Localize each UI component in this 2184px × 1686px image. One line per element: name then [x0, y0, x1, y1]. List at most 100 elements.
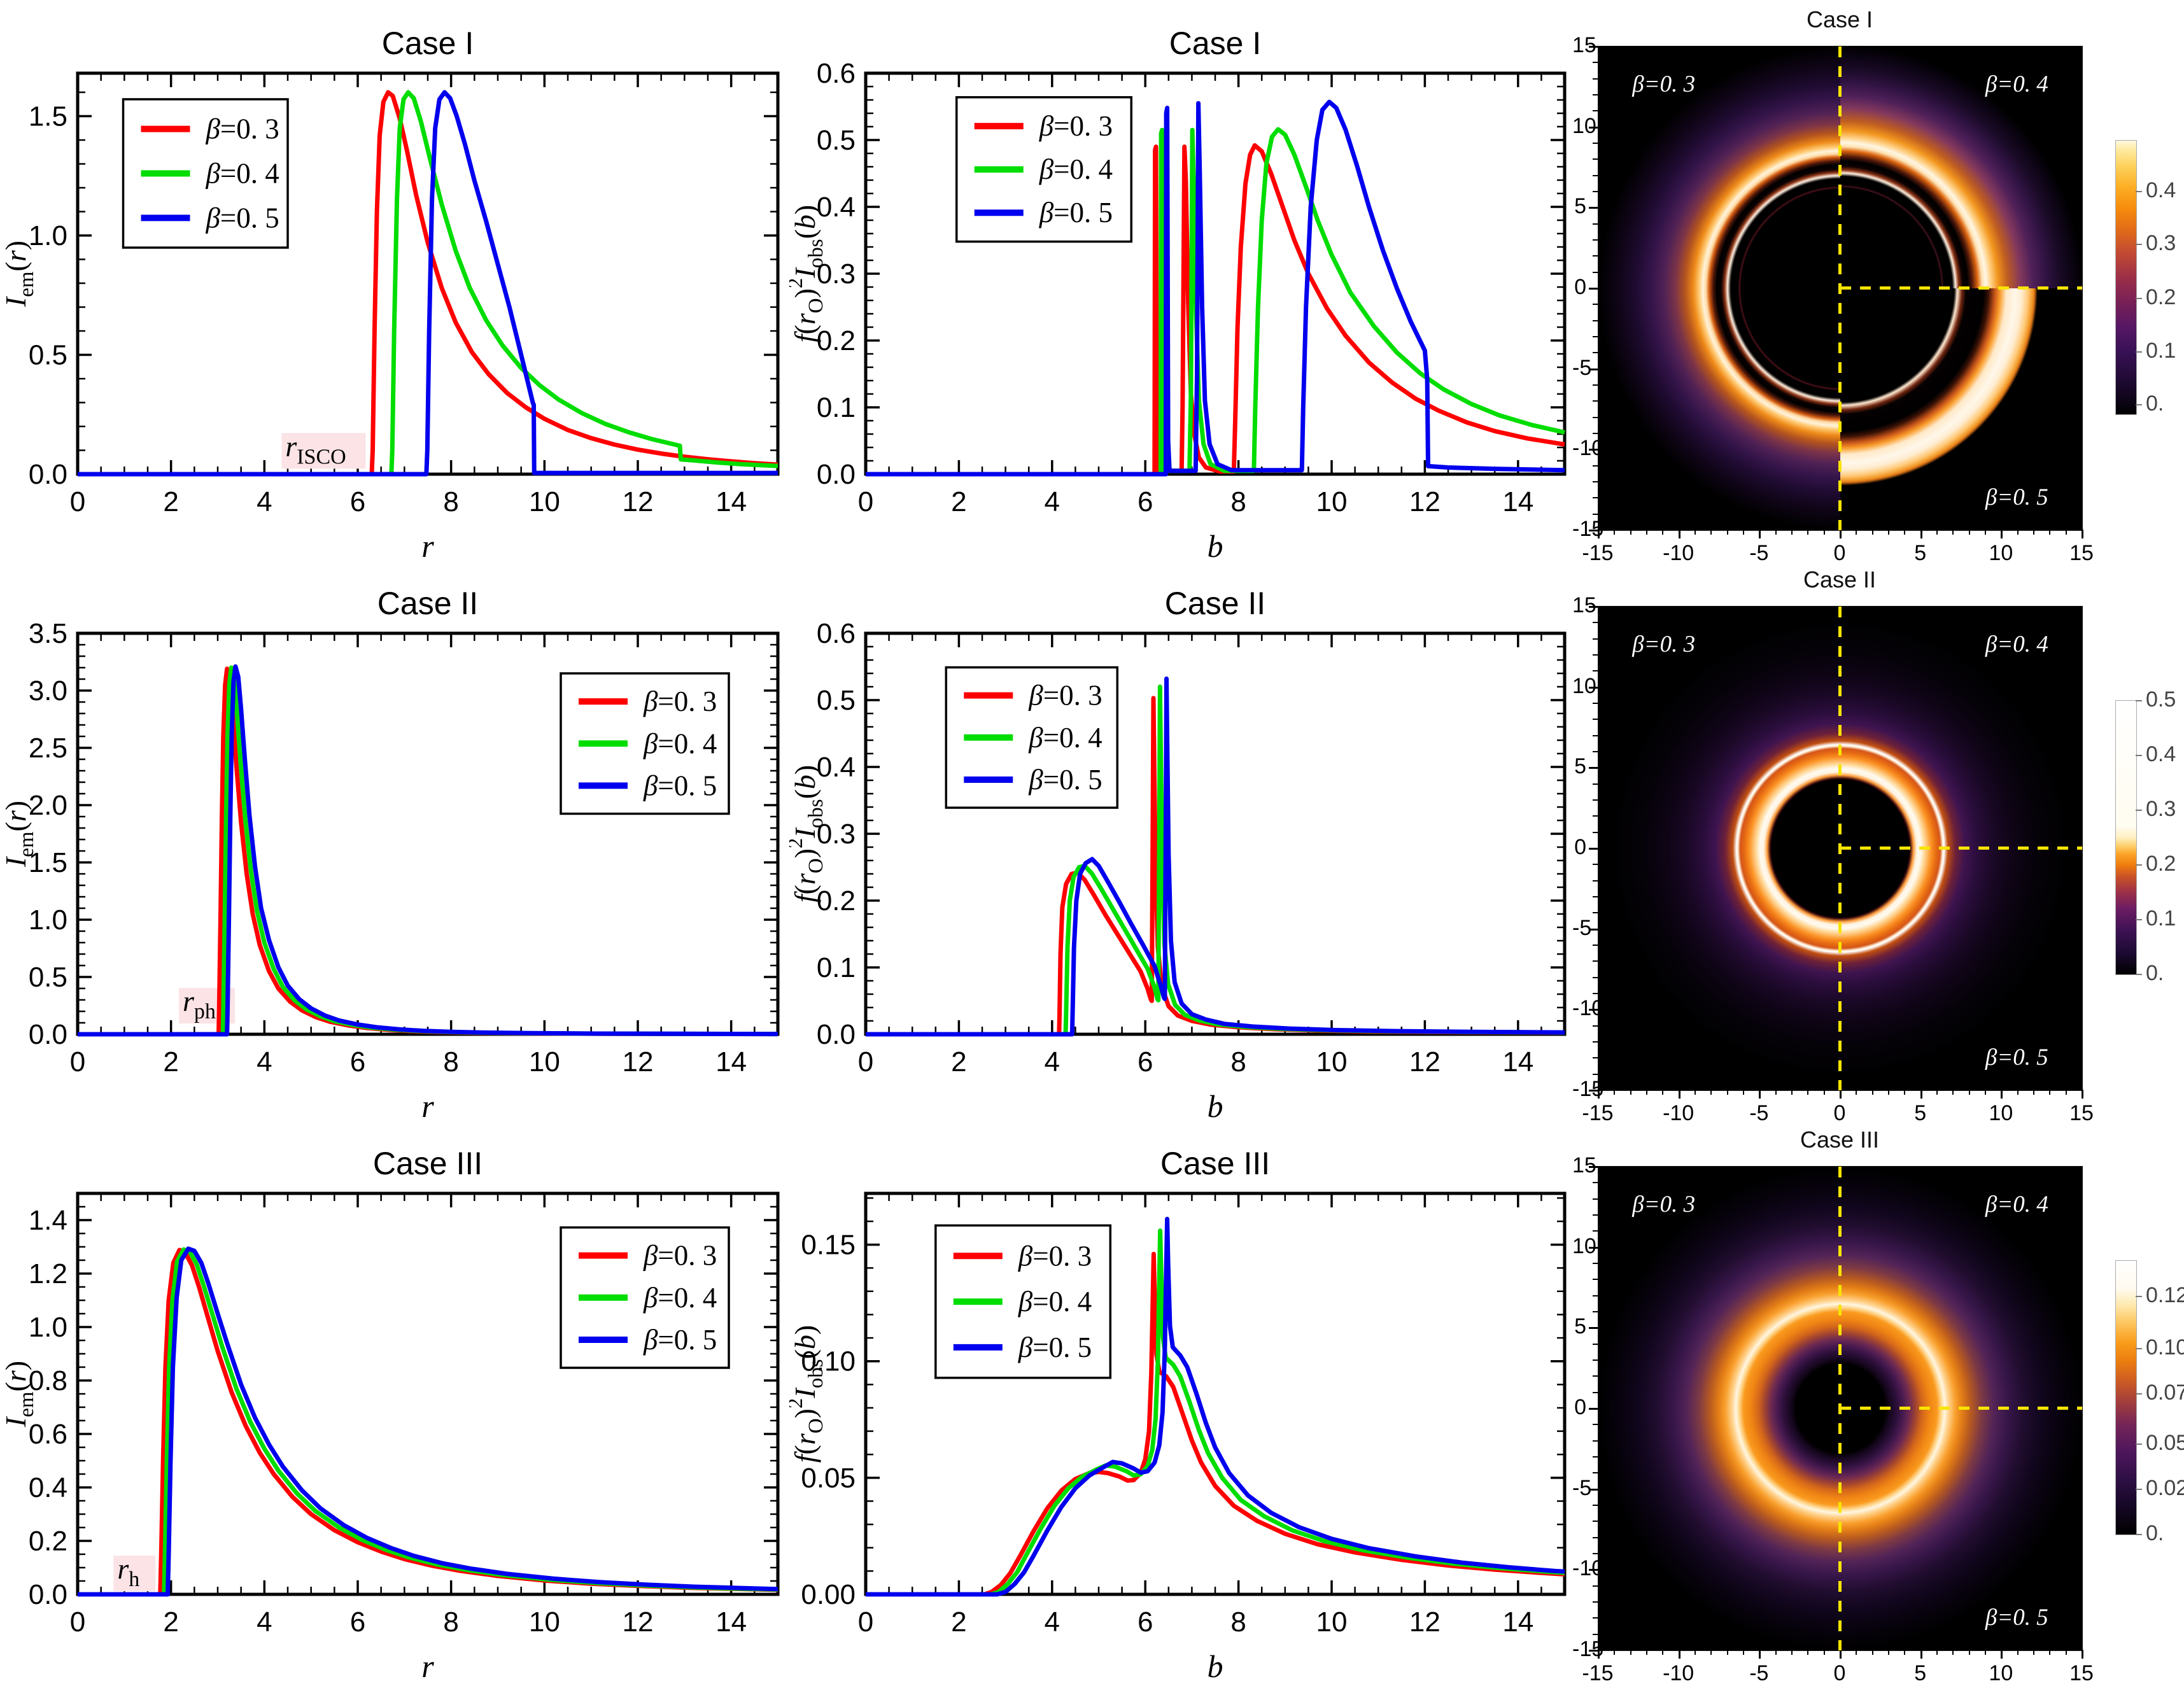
shadow-y-tick-label: -15: [1572, 1637, 1604, 1661]
shadow-x-tick: [1920, 1650, 1922, 1659]
shadow-x-tick: [1775, 530, 1777, 535]
shadow-x-tick: [1985, 1650, 1986, 1655]
legend-label: β=0. 3: [1028, 680, 1102, 712]
annotation-bg: [113, 1556, 156, 1592]
y-tick-label: 0.0: [29, 1579, 67, 1610]
colorbar-case1: [2115, 140, 2137, 415]
shadow-x-tick: [1598, 1650, 1600, 1659]
x-tick-label: 6: [1138, 1606, 1153, 1638]
observed-intensity-plot-case1: 0 2 4 6 8 10 12 14 0.0 0.1 0.2 0.3 0.4 0.5 0.6 Case I b f…: [789, 25, 1567, 560]
beta03-label: β=0. 3: [1632, 1191, 1696, 1218]
shadow-x-tick: [1791, 1650, 1793, 1655]
observed-intensity-plot-case3: 0 2 4 6 8 10 12 14 0.00 0.05 0.10 0.15 Case III b f(rO…: [789, 1146, 1567, 1680]
x-tick-label: 6: [350, 486, 365, 517]
shadow-x-tick-label: 5: [1914, 541, 1927, 565]
shadow-x-tick-label: 5: [1914, 1101, 1927, 1125]
shadow-x-tick: [1710, 1650, 1712, 1655]
shadow-x-tick: [1775, 1090, 1777, 1095]
shadow-x-tick: [1936, 530, 1938, 535]
shadow-x-tick-label: -5: [1749, 1661, 1769, 1685]
series-beta05: [866, 676, 1565, 1037]
shadow-x-tick: [1710, 1090, 1712, 1095]
shadow-x-tick: [1630, 530, 1631, 535]
colorbar-tick-label: 0.2: [2146, 285, 2176, 309]
shadow-x-tick: [1710, 530, 1712, 535]
x-tick-label: 14: [1502, 486, 1533, 517]
x-tick-label: 2: [163, 486, 178, 517]
series-beta03: [78, 90, 778, 477]
shadow-y-tick: [1593, 384, 1598, 386]
legend-label: β=0. 5: [643, 1324, 717, 1356]
legend-label: β=0. 5: [643, 769, 717, 801]
shadow-y-tick: [1593, 1553, 1598, 1554]
x-tick-label: 4: [1045, 1046, 1060, 1078]
shadow-y-tick-label: -5: [1572, 355, 1592, 380]
x-tick-label: 12: [1409, 1606, 1441, 1638]
shadow-y-tick: [1593, 945, 1598, 946]
shadow-y-tick: [1593, 255, 1598, 257]
dashed-divider-horizontal: [1840, 1407, 2082, 1410]
shadow-x-tick: [1888, 1650, 1889, 1655]
x-axis-label: r: [421, 1648, 434, 1680]
chart-title: Case II: [377, 586, 478, 621]
shadow-y-tick: [1593, 1391, 1598, 1393]
shadow-x-tick: [2065, 1650, 2067, 1655]
dashed-divider-vertical: [1838, 46, 1842, 530]
shadow-x-tick: [1759, 1090, 1761, 1099]
shadow-y-tick-label: -10: [1572, 996, 1604, 1021]
shadow-y-tick: [1593, 1424, 1598, 1426]
shadow-x-tick-label: -5: [1749, 541, 1769, 565]
shadow-quadrant-beta05: [1840, 848, 2082, 1090]
colorbar-tick-label: 0.: [2146, 961, 2164, 985]
shadow-x-tick-label: 10: [1989, 1101, 2013, 1125]
shadow-y-tick: [1593, 1214, 1598, 1216]
colorbar-tick: [2136, 244, 2142, 246]
y-tick-label: 0.0: [29, 459, 67, 490]
y-axis-label: f(rO)2Iobs(b): [789, 765, 828, 903]
shadow-x-tick: [1759, 530, 1761, 538]
shadow-x-tick: [1791, 1090, 1793, 1095]
annotation-bg: [281, 433, 366, 469]
shadow-x-tick: [1598, 1090, 1600, 1099]
shadow-x-tick: [1726, 530, 1728, 535]
shadow-x-tick: [1743, 530, 1744, 535]
y-axis-label: f(rO)2Iobs(b): [789, 1325, 828, 1463]
x-tick-label: 2: [951, 486, 966, 517]
shadow-y-tick: [1593, 62, 1598, 64]
shadow-y-tick: [1593, 1057, 1598, 1059]
shadow-x-tick: [1936, 1650, 1938, 1655]
x-tick-label: 14: [1502, 1606, 1533, 1638]
colorbar-tick-label: 0.5: [2146, 687, 2176, 712]
shadow-y-tick: [1593, 751, 1598, 752]
series-beta05: [866, 99, 1565, 477]
legend-label: β=0. 4: [1018, 1286, 1092, 1317]
shadow-y-tick: [1593, 1585, 1598, 1587]
shadow-x-tick: [2017, 530, 2018, 535]
y-tick-label: 0.2: [817, 885, 856, 917]
shadow-x-tick-label: 5: [1914, 1661, 1927, 1685]
shadow-x-tick: [1952, 530, 1954, 535]
series-beta03: [866, 1251, 1565, 1597]
y-tick-label: 0.0: [817, 459, 856, 490]
y-tick-label: 0.15: [801, 1230, 856, 1261]
shadow-x-tick-label: 10: [1989, 1661, 2013, 1685]
shadow-y-tick: [1593, 465, 1598, 467]
shadow-y-tick-label: 0: [1574, 835, 1586, 859]
shadow-x-tick: [1871, 1090, 1873, 1095]
y-tick-label: 1.0: [29, 220, 67, 251]
shadow-y-tick: [1589, 606, 1598, 608]
shadow-x-tick: [1823, 530, 1825, 535]
shadow-y-tick-label: 15: [1572, 1153, 1596, 1177]
x-tick-label: 10: [529, 486, 560, 517]
shadow-y-tick-label: 15: [1572, 33, 1596, 57]
x-tick-label: 14: [1502, 1046, 1533, 1078]
shadow-x-tick: [1662, 530, 1664, 535]
y-tick-label: 0.3: [817, 258, 856, 290]
shadow-x-tick: [1775, 1650, 1777, 1655]
shadow-y-tick: [1593, 1440, 1598, 1442]
shadow-y-tick: [1589, 530, 1598, 531]
shadow-x-tick: [1920, 530, 1922, 538]
y-tick-label: 0.10: [801, 1346, 856, 1377]
y-tick-label: 0.5: [817, 685, 856, 716]
shadow-x-tick: [1694, 1650, 1696, 1655]
